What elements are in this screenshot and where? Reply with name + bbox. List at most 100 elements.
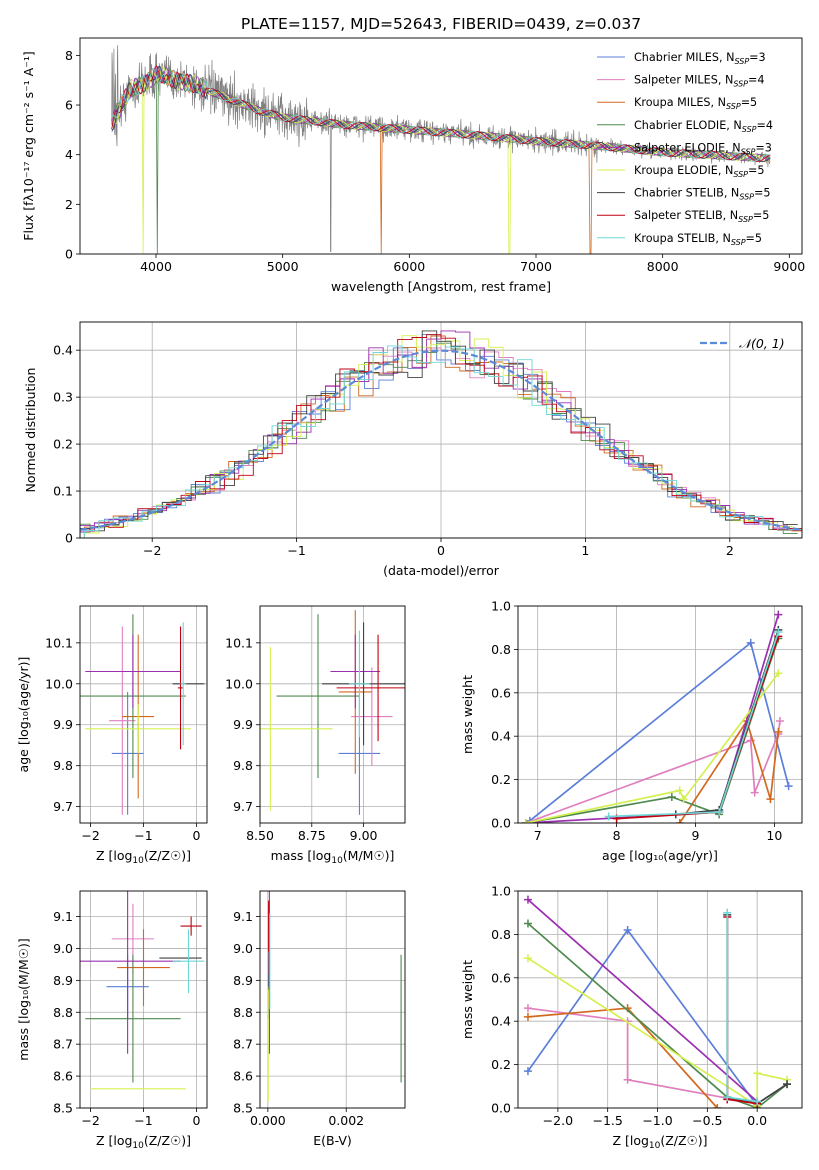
y-tick-label: 9.0 (53, 941, 73, 956)
weight-series-line (726, 912, 758, 1103)
x-tick-label: 8 (613, 828, 621, 843)
y-tick-label: 0.6 (491, 685, 511, 700)
residual-histogram (80, 334, 798, 533)
weight-point-marker (723, 1093, 732, 1102)
legend-entry: Salpeter STELIB, NSSP=5 (634, 209, 769, 224)
axes-frame (259, 890, 406, 1109)
y-axis-label: mass weight (460, 675, 475, 754)
axes-frame (79, 605, 208, 824)
residual-histogram (83, 335, 802, 538)
panel-mass_vs_EBV: 0.000 0.002 8.5 8.6 8.7 8.8 8.9 9.0 9.1 E(B-V) (233, 890, 406, 1148)
error-bar-point (80, 891, 181, 1054)
weight-point-marker (523, 1004, 532, 1013)
legend-entry: Salpeter MILES, NSSP=4 (634, 74, 765, 89)
x-axis-label: mass [log10(M/M☉)] (271, 848, 395, 866)
legend-entry: Salpeter ELODIE, NSSP=3 (634, 141, 772, 156)
y-tick-label: 0.8 (491, 642, 511, 657)
weight-point-marker (523, 1067, 532, 1076)
plot-area (111, 45, 771, 254)
legend-entry: Kroupa STELIB, NSSP=5 (634, 232, 762, 247)
x-tick-label: 9.00 (350, 828, 378, 843)
error-bar-point (117, 929, 170, 1006)
y-tick-label: 8 (65, 48, 73, 63)
x-tick-label: −1 (134, 1113, 152, 1128)
y-tick-label: 8.7 (233, 1037, 253, 1052)
y-tick-label: 8.8 (233, 1005, 253, 1020)
y-tick-label: 0.4 (491, 729, 511, 744)
weight-series-line (726, 917, 758, 1105)
x-tick-label: 9000 (773, 259, 805, 274)
axes-frame (79, 890, 208, 1109)
weight-point-marker (750, 788, 759, 797)
y-tick-label: 0.2 (491, 1057, 511, 1072)
weight-point-marker (783, 1080, 792, 1089)
grid (518, 605, 802, 824)
y-tick-label: 1.0 (491, 884, 511, 899)
y-tick-label: 1.0 (491, 599, 511, 614)
weight-point-marker (784, 782, 793, 791)
weight-series-line (525, 614, 780, 823)
weight-series-line (527, 1007, 758, 1105)
y-tick-label: 8.8 (53, 1005, 73, 1020)
plot-area (523, 895, 792, 1108)
y-tick-label: 10.1 (225, 635, 253, 650)
weight-point-marker (774, 727, 783, 736)
y-tick-label: 0.2 (53, 437, 73, 452)
panels: 4000 5000 6000 7000 8000 900002468wavelength … (16, 37, 805, 1151)
y-tick-label: 8.9 (53, 973, 73, 988)
axes-frame (259, 605, 406, 824)
y-tick-label: 9.7 (233, 799, 253, 814)
panel-residuals: −2 −1 0 1 2 0 0.1 0.2 0.3 0.4 (data-model)/error No… (23, 321, 803, 578)
y-tick-label: 9.9 (53, 717, 73, 732)
x-tick-label: −2 (81, 828, 99, 843)
y-tick-label: 0.2 (491, 772, 511, 787)
panel-mass_vs_Z: −2 −1 0 8.5 8.6 8.7 8.8 8.9 9.0 9.1 Z [log10(Z/Z☉)… (16, 890, 208, 1151)
weight-series-line (527, 899, 758, 1103)
model-spectrum-line (111, 67, 771, 162)
weight-series-line (525, 672, 779, 823)
weight-point-marker (774, 669, 783, 678)
weight-series-line (608, 631, 780, 818)
y-tick-label: 9.8 (233, 758, 253, 773)
weight-point-marker (774, 628, 783, 637)
weight-point-marker (523, 954, 532, 963)
grid (259, 606, 405, 823)
weight-point-marker (746, 638, 755, 647)
weight-point-marker (604, 812, 613, 821)
legend-entry: Kroupa ELODIE, NSSP=5 (634, 164, 765, 179)
plot-area (260, 610, 405, 815)
x-tick-label: −2 (81, 1113, 99, 1128)
weight-series-line (527, 922, 788, 1108)
x-tick-label: 0 (192, 1113, 200, 1128)
weight-point-marker (715, 808, 724, 817)
y-tick-label: 0 (65, 247, 73, 262)
y-tick-label: 9.1 (53, 909, 73, 924)
x-tick-label: 6000 (393, 259, 425, 274)
y-tick-label: 0.0 (491, 1101, 511, 1116)
weight-point-marker (523, 919, 532, 928)
error-bar-point (336, 634, 405, 742)
y-tick-label: 6 (65, 98, 73, 113)
y-axis-label: Normed distribution (23, 368, 38, 493)
x-tick-label: −1.0 (642, 1113, 672, 1128)
x-axis-label: (data-model)/error (383, 563, 500, 578)
error-bar-point (276, 614, 360, 778)
weight-point-marker (766, 795, 775, 804)
weight-series-line (527, 957, 788, 1108)
x-tick-label: −1 (134, 828, 152, 843)
residual-histogram (83, 345, 802, 538)
error-bar-point (180, 622, 186, 746)
weight-point-marker (675, 819, 684, 823)
legend-entry: Chabrier MILES, NSSP=3 (634, 51, 766, 66)
y-tick-label: 8.6 (53, 1069, 73, 1084)
y-tick-label: 0.0 (491, 816, 511, 831)
panel-age_vs_Z: −2 −1 0 9.7 9.8 9.9 10.0 10.1 Z [log10(Z/Z☉)] age… (16, 605, 208, 866)
y-tick-label: 8.5 (233, 1101, 253, 1116)
weight-point-marker (675, 786, 684, 795)
grid (80, 322, 802, 539)
x-tick-label: −2 (143, 543, 161, 558)
panel-weight_vs_Z: −2.0 −1.5 −1.0 −0.5 0.0 0.0 0.2 0.4 0.6 0.8 1.0 Z [… (460, 884, 803, 1151)
y-axis-label: age [log₁₀(age/yr)] (16, 657, 31, 773)
x-axis-label: wavelength [Angstrom, rest frame] (331, 279, 551, 294)
error-bar-point (85, 704, 192, 754)
